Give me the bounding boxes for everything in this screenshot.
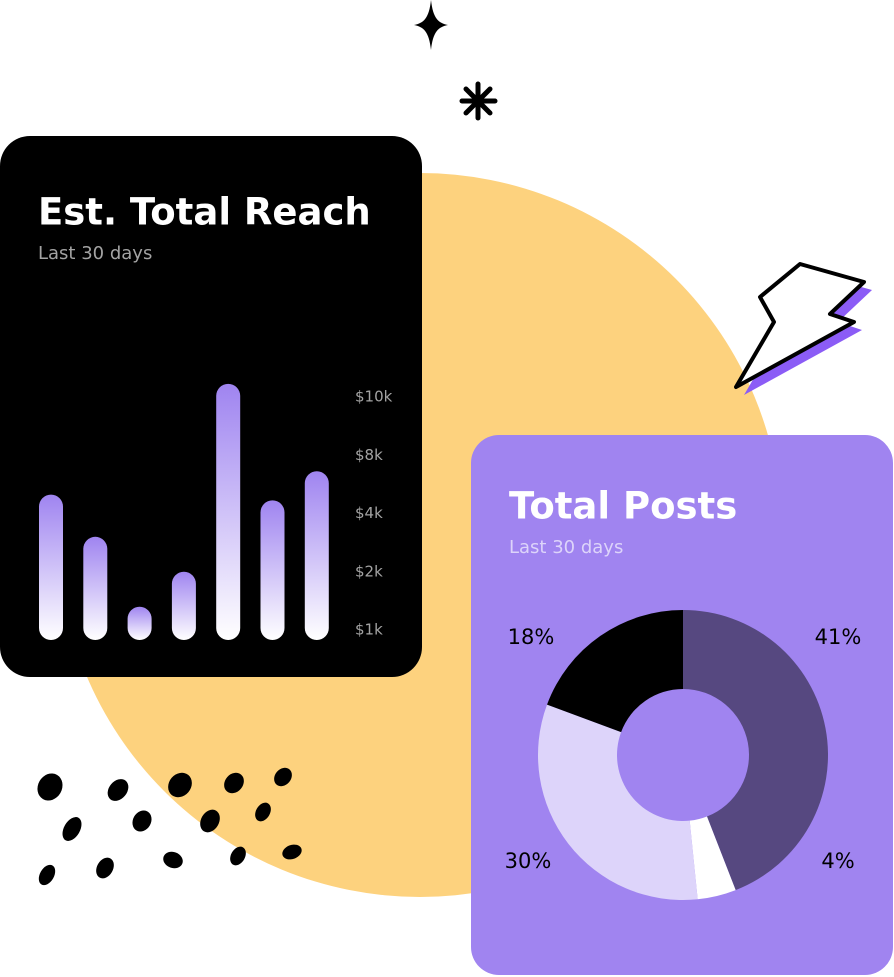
bar bbox=[304, 471, 329, 640]
bar bbox=[171, 571, 196, 640]
y-tick-label: $8k bbox=[355, 446, 383, 464]
chart-title: Total Posts bbox=[509, 485, 737, 528]
y-tick-label: $1k bbox=[355, 621, 383, 639]
sparkle bbox=[414, 0, 448, 50]
y-tick-label: $10k bbox=[355, 388, 393, 406]
donut-slice bbox=[547, 610, 683, 733]
bar bbox=[83, 536, 108, 640]
y-tick-label: $2k bbox=[355, 562, 383, 580]
chart-subtitle: Last 30 days bbox=[509, 537, 623, 558]
slice-label: 30% bbox=[505, 849, 552, 873]
y-tick-label: $4k bbox=[355, 504, 383, 522]
donut-slice bbox=[689, 816, 736, 900]
bar bbox=[260, 500, 285, 640]
bar bbox=[127, 606, 152, 640]
ink-dots bbox=[37, 767, 302, 886]
slice-label: 41% bbox=[815, 625, 862, 649]
chart-subtitle: Last 30 days bbox=[38, 243, 152, 264]
donut-slice bbox=[683, 610, 828, 891]
bar bbox=[39, 494, 63, 640]
bar bbox=[216, 383, 241, 640]
chart-title: Est. Total Reach bbox=[38, 191, 371, 234]
slice-label: 18% bbox=[508, 625, 555, 649]
asterisk bbox=[459, 81, 498, 121]
donut-slice bbox=[537, 704, 698, 900]
lightning bbox=[734, 262, 872, 395]
slice-label: 4% bbox=[821, 849, 854, 873]
